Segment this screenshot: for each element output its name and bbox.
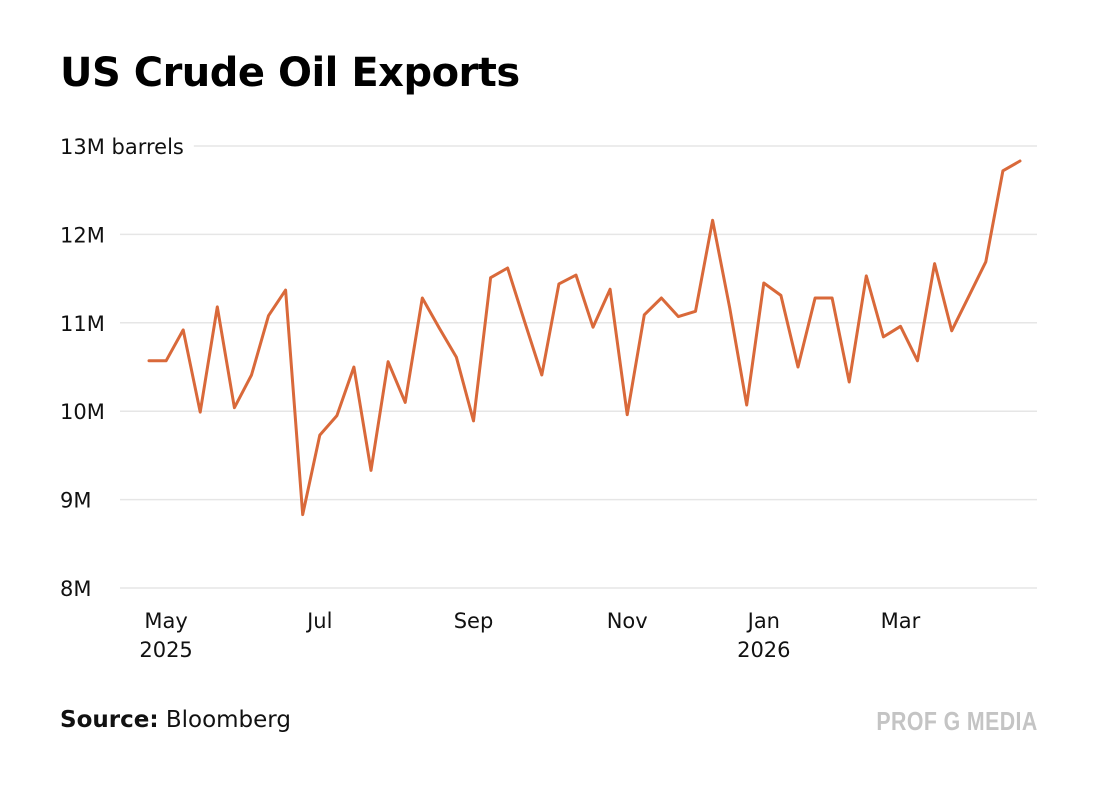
y-tick-label: 12M [60,223,105,247]
series-line [147,159,1022,517]
x-tick-label: May 2025 [139,609,193,662]
chart-title: US Crude Oil Exports [60,50,520,96]
source: Source: Bloomberg [60,707,291,733]
source-label: Source: [60,707,159,733]
y-tick-label: 11M [60,312,105,336]
source-name: Bloomberg [165,707,291,733]
y-tick-label: 9M [60,489,91,513]
x-tick-label: Nov [606,609,648,633]
x-tick-label: Jul [307,609,333,633]
x-tick-label: Jan 2026 [737,609,791,662]
x-tick-label: Mar [880,609,921,633]
y-tick-label: 13M barrels [60,135,184,159]
brand: PROF G MEDIA [876,706,1038,736]
y-tick-label: 10M [60,400,105,424]
y-tick-label: 8M [60,577,91,601]
x-tick-label: Sep [453,609,494,633]
